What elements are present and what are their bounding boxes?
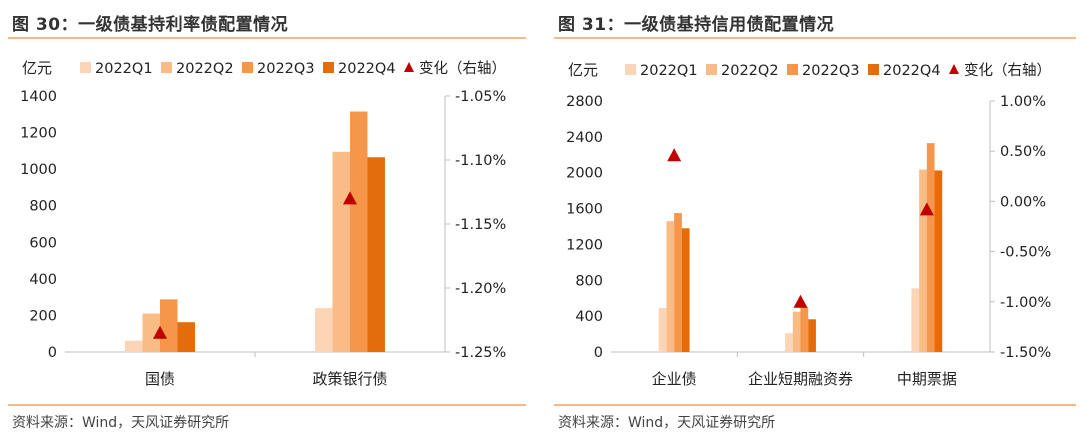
bar-2022Q1-国债 [125,340,143,352]
change-marker-中期票据 [919,202,934,216]
bar-2022Q2-国债 [142,313,160,352]
y-tick-label: 400 [29,272,57,288]
x-category-label: 企业短期融资券 [748,370,853,388]
title-divider [8,37,526,39]
legend-swatch-2022Q1 [625,64,636,75]
legend-swatch-2022Q2 [161,62,172,73]
y-tick-label: 2400 [566,130,603,146]
bar-2022Q4-企业短期融资券 [808,319,816,352]
change-marker-国债 [153,325,167,339]
legend-label-2022Q2: 2022Q2 [721,63,779,79]
legend-swatch-2022Q3 [787,64,798,75]
y2-tick-label: -1.25% [455,345,506,361]
y-tick-label: 2800 [566,94,603,110]
bar-2022Q4-国债 [177,322,195,352]
bar-2022Q3-企业债 [674,213,682,352]
change-marker-政策银行债 [343,191,357,205]
bar-2022Q4-企业债 [681,228,690,352]
legend-label-2022Q1: 2022Q1 [640,63,698,79]
bar-2022Q1-企业债 [658,308,667,352]
y2-tick-label: 0.00% [1000,194,1046,210]
y2-tick-label: -1.50% [1000,345,1051,361]
bar-2022Q4-政策银行债 [367,157,385,352]
source-note: 资料来源：Wind，天风证券研究所 [558,415,776,431]
y-tick-label: 1400 [20,89,57,105]
bar-2022Q3-企业短期融资券 [800,307,809,352]
bar-2022Q2-企业短期融资券 [792,311,801,352]
legend-label-2022Q3: 2022Q3 [257,61,315,77]
left-figure-panel: 图 30：一级债基持利率债配置情况 亿元 2022Q1 2022Q2 2022Q3 20… [0,0,530,439]
legend-label-change: 变化（右轴） [964,62,1051,79]
change-marker-企业债 [667,148,682,162]
y2-tick-label: -0.50% [1000,245,1051,261]
y-tick-label: 1600 [566,202,603,218]
y2-tick-label: -1.10% [455,153,506,169]
bar-2022Q1-企业短期融资券 [785,333,793,352]
bar-2022Q1-中期票据 [911,288,920,352]
legend-label-change: 变化（右轴） [419,60,506,77]
bar-2022Q3-政策银行债 [350,111,368,353]
y-tick-label: 400 [575,309,603,325]
source-note: 资料来源：Wind，天风证券研究所 [12,415,230,431]
legend-label-2022Q1: 2022Q1 [95,61,153,77]
legend-swatch-2022Q4 [323,62,334,73]
x-category-label: 国债 [145,370,175,388]
source-divider [554,404,1076,406]
y2-tick-label: -1.00% [1000,295,1051,311]
figure-title: 图 30：一级债基持利率债配置情况 [12,15,289,35]
legend-swatch-2022Q3 [242,62,253,73]
bar-2022Q2-政策银行债 [332,151,350,352]
y2-tick-label: 0.50% [1000,144,1046,160]
y-tick-label: 0 [594,345,603,361]
x-category-label: 中期票据 [897,370,957,388]
bar-2022Q1-政策银行债 [315,308,333,352]
title-divider [554,37,1076,39]
legend-swatch-2022Q2 [706,64,717,75]
y-tick-label: 600 [29,235,57,251]
legend-label-2022Q2: 2022Q2 [176,61,234,77]
legend-label-2022Q3: 2022Q3 [802,63,860,79]
y-axis-unit-label: 亿元 [22,59,52,77]
figure-title: 图 31：一级债基持信用债配置情况 [558,15,835,35]
change-marker-企业短期融资券 [793,294,808,308]
legend-label-2022Q4: 2022Q4 [883,63,941,79]
legend-marker-triangle [949,64,959,74]
y-tick-label: 200 [29,308,57,324]
y-axis-unit-label: 亿元 [568,61,598,79]
bar-2022Q4-中期票据 [934,170,943,352]
y2-tick-label: 1.00% [1000,94,1046,110]
y-tick-label: 1000 [20,162,57,178]
x-category-label: 政策银行债 [312,370,387,388]
credit-bond-allocation-chart: 亿元 2022Q1 2022Q2 2022Q3 2022Q4 变化（右轴） 0 400 800 1… [566,61,1051,388]
legend-label-2022Q4: 2022Q4 [338,61,396,77]
legend-swatch-2022Q4 [868,64,879,75]
y-tick-label: 0 [48,345,57,361]
right-figure-panel: 图 31：一级债基持信用债配置情况 亿元 2022Q1 2022Q2 2022Q3 20… [546,0,1080,439]
y-tick-label: 1200 [566,237,603,253]
policy-bond-allocation-chart: 亿元 2022Q1 2022Q2 2022Q3 2022Q4 变化（右轴） 0 200 400 6… [20,59,506,388]
bar-2022Q2-中期票据 [919,169,927,352]
x-category-label: 企业债 [652,370,697,388]
bar-2022Q3-国债 [160,299,178,352]
legend-swatch-2022Q1 [80,62,91,73]
legend-marker-triangle [404,62,414,72]
y-tick-label: 800 [29,199,57,215]
y-tick-label: 2000 [566,166,603,182]
y2-tick-label: -1.20% [455,281,506,297]
bar-2022Q3-中期票据 [926,143,935,352]
y-tick-label: 1200 [20,126,57,142]
y2-tick-label: -1.05% [455,89,506,105]
bar-2022Q2-企业债 [666,221,675,352]
y-tick-label: 800 [575,273,603,289]
source-divider [8,404,526,406]
y2-tick-label: -1.15% [455,217,506,233]
